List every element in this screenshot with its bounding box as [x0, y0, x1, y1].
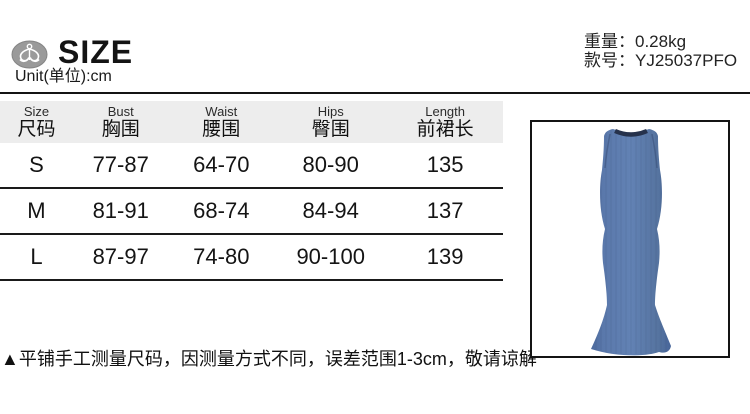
column-header-en: Hips [317, 103, 344, 119]
brand-logo-icon [11, 40, 48, 69]
weight-row: 重量： 0.28kg [584, 32, 737, 51]
column-header-cn: 尺码 [17, 118, 56, 140]
column-header-cn: 前裙长 [416, 118, 474, 140]
column-header-en: Bust [107, 103, 134, 119]
column-header-bust: Bust 胸围 [73, 101, 169, 143]
table-row-s: S 77-87 64-70 80-90 135 [0, 143, 503, 189]
column-header-size: Size 尺码 [0, 101, 73, 143]
measurement-note: ▲平铺手工测量尺码，因测量方式不同，误差范围1-3cm，敬请谅解 [1, 349, 537, 369]
cell-size: M [27, 198, 46, 223]
column-header-en: Size [23, 103, 50, 119]
cell-bust: 87-97 [92, 244, 149, 269]
product-image-box [530, 120, 730, 358]
size-table-header: Size 尺码 Bust 胸围 Waist 腰围 Hips 臀围 Length … [0, 101, 503, 143]
style-no-label: 款号： [584, 51, 635, 70]
column-header-cn: 臀围 [311, 118, 350, 140]
weight-value: 0.28kg [635, 32, 687, 51]
column-header-cn: 腰围 [202, 118, 241, 140]
column-header-length: Length 前裙长 [387, 101, 503, 143]
cell-length: 139 [426, 244, 464, 269]
column-header-waist: Waist 腰围 [168, 101, 274, 143]
cell-waist: 74-80 [193, 244, 250, 269]
cell-bust: 77-87 [92, 152, 149, 177]
cell-bust: 81-91 [92, 198, 149, 223]
dress-image [591, 128, 671, 356]
cell-waist: 68-74 [193, 198, 250, 223]
column-header-en: Length [425, 103, 465, 119]
unit-label: Unit(单位):cm [15, 68, 112, 85]
table-row-l: L 87-97 74-80 90-100 139 [0, 235, 503, 281]
size-table: Size 尺码 Bust 胸围 Waist 腰围 Hips 臀围 Length … [0, 101, 503, 281]
style-no-row: 款号： YJ25037PFO [584, 51, 737, 70]
cell-waist: 64-70 [193, 152, 250, 177]
cell-size: L [30, 244, 43, 269]
cell-length: 137 [426, 198, 464, 223]
cell-hips: 84-94 [302, 198, 359, 223]
column-header-cn: 胸围 [101, 118, 140, 140]
cell-size: S [29, 152, 44, 177]
cell-hips: 80-90 [302, 152, 359, 177]
table-row-m: M 81-91 68-74 84-94 137 [0, 189, 503, 235]
column-header-hips: Hips 臀围 [274, 101, 387, 143]
column-header-en: Waist [205, 103, 238, 119]
weight-label: 重量： [584, 32, 635, 51]
header-divider [0, 92, 750, 94]
page-title: SIZE [58, 34, 134, 70]
cell-length: 135 [426, 152, 464, 177]
style-no-value: YJ25037PFO [635, 51, 738, 70]
cell-hips: 90-100 [296, 244, 365, 269]
product-meta: 重量： 0.28kg 款号： YJ25037PFO [584, 32, 737, 70]
